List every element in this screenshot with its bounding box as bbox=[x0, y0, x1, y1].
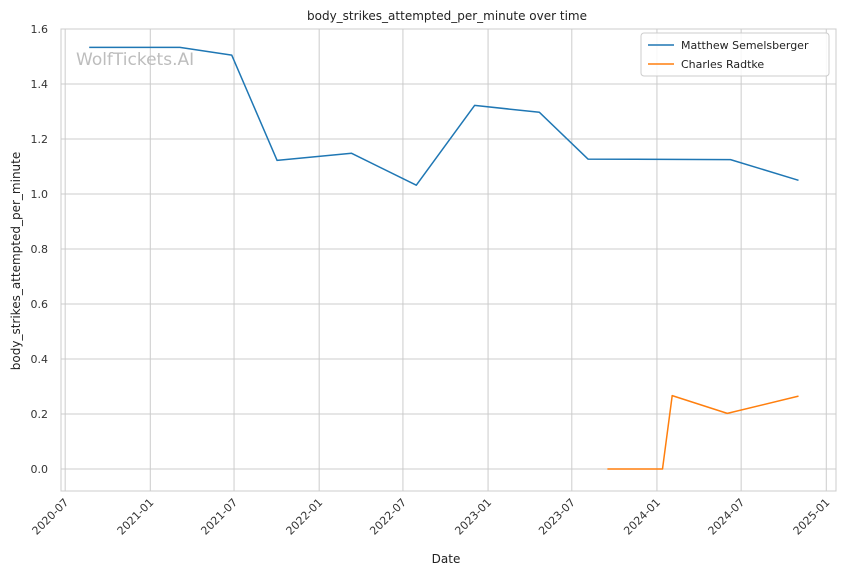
y-tick-label: 1.6 bbox=[31, 23, 49, 36]
y-tick-label: 1.4 bbox=[31, 78, 49, 91]
x-tick-label: 2024-07 bbox=[706, 496, 748, 538]
series-line-matthew-semelsberger bbox=[89, 46, 799, 186]
x-tick-label: 2022-07 bbox=[367, 496, 409, 538]
legend-box bbox=[640, 32, 830, 77]
x-axis-label: Date bbox=[432, 552, 461, 566]
y-tick-label: 0.0 bbox=[31, 463, 49, 476]
plot-frame bbox=[60, 28, 837, 492]
watermark: WolfTickets.AI bbox=[76, 50, 194, 70]
y-axis-label: body_strikes_attempted_per_minute bbox=[9, 152, 23, 370]
y-tick-labels: 0.0 0.2 0.4 0.6 0.8 1.0 1.2 1.4 1.6 bbox=[31, 23, 49, 476]
series-layer bbox=[89, 46, 799, 470]
x-tick-label: 2023-07 bbox=[536, 496, 578, 538]
x-tick-labels: 2020-07 2021-01 2021-07 2022-01 2022-07 2023-… bbox=[30, 496, 833, 538]
y-tick-label: 0.2 bbox=[31, 408, 49, 421]
x-tick-label: 2021-01 bbox=[115, 496, 157, 538]
series-line-charles-radtke bbox=[607, 394, 799, 470]
x-tick-label: 2020-07 bbox=[30, 496, 72, 538]
y-tick-label: 0.6 bbox=[31, 298, 49, 311]
y-tick-label: 1.0 bbox=[31, 188, 49, 201]
legend: Matthew Semelsberger Charles Radtke bbox=[640, 32, 830, 77]
legend-label-matthew-semelsberger: Matthew Semelsberger bbox=[681, 39, 809, 52]
x-tick-label: 2022-01 bbox=[284, 496, 326, 538]
y-tick-label: 1.2 bbox=[31, 133, 49, 146]
x-tick-label: 2025-01 bbox=[791, 496, 833, 538]
legend-label-charles-radtke: Charles Radtke bbox=[681, 58, 764, 71]
x-tick-label: 2024-01 bbox=[621, 496, 663, 538]
grid bbox=[61, 28, 836, 491]
y-tick-label: 0.8 bbox=[31, 243, 49, 256]
x-tick-label: 2021-07 bbox=[198, 496, 240, 538]
chart-title: body_strikes_attempted_per_minute over t… bbox=[307, 9, 587, 23]
y-tick-label: 0.4 bbox=[31, 353, 49, 366]
x-tick-label: 2023-01 bbox=[452, 496, 494, 538]
